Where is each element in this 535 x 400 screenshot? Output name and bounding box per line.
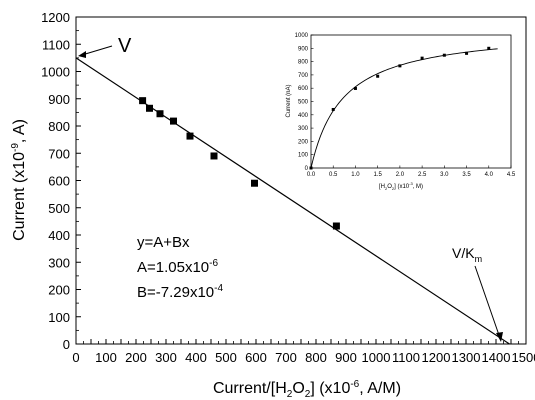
inset-y-tick-label: 300 — [298, 126, 309, 132]
inset-data-point — [487, 46, 491, 50]
main-y-tick-label: 700 — [48, 146, 70, 161]
main-y-tick-label: 1000 — [41, 65, 70, 80]
vkm-arrow-head — [496, 332, 503, 342]
inset-x-axis-label: [H2O2] (x10-3, M) — [379, 181, 423, 191]
inset-x-tick-label: 1.5 — [373, 172, 382, 178]
inset-y-tick-label: 400 — [298, 113, 309, 119]
main-y-tick-label: 600 — [48, 174, 70, 189]
inset-fit-curve — [310, 48, 498, 169]
main-data-point — [332, 222, 340, 230]
main-x-tick-label: 300 — [155, 350, 177, 365]
main-x-tick-label: 800 — [305, 350, 327, 365]
main-y-ticks: 0 100 200 300 400 500 600 700 800 900 1000 1100 1200 — [41, 10, 81, 352]
main-data-points — [139, 97, 340, 230]
inset-y-axis-label: Current (nA) — [286, 84, 292, 117]
main-data-point — [210, 152, 218, 160]
v-annotation: V — [118, 35, 132, 57]
inset-y-tick-label: 500 — [298, 100, 309, 106]
inset-data-point — [331, 107, 335, 111]
main-x-tick-label: 200 — [125, 350, 147, 365]
inset-x-tick-label: 1.0 — [351, 172, 360, 178]
inset-data-point — [442, 53, 446, 57]
inset-data-point — [353, 86, 357, 90]
main-x-axis-label: Current/[H2O2] (x10-6, A/M) — [213, 379, 401, 400]
main-y-tick-label: 800 — [48, 119, 70, 134]
main-data-point — [186, 132, 194, 140]
inset-x-tick-label: 3.5 — [462, 172, 471, 178]
main-x-tick-label: 1200 — [422, 350, 451, 365]
vkm-annotation: V/Km — [452, 245, 482, 264]
inset-data-points — [309, 46, 491, 170]
inset-y-tick-label: 200 — [298, 139, 309, 145]
main-y-tick-label: 900 — [48, 92, 70, 107]
main-y-tick-label: 400 — [48, 228, 70, 243]
main-x-tick-label: 500 — [215, 350, 237, 365]
main-y-tick-label: 500 — [48, 201, 70, 216]
inset-x-tick-label: 0.5 — [329, 172, 338, 178]
inset-data-point — [376, 74, 380, 78]
equation-form: y=A+Bx — [137, 234, 190, 251]
main-x-tick-label: 0 — [72, 350, 79, 365]
inset-x-tick-label: 0.0 — [307, 172, 316, 178]
main-x-tick-label: 1000 — [362, 350, 391, 365]
v-arrow-line — [81, 45, 113, 56]
main-y-tick-label: 1200 — [41, 10, 70, 25]
main-x-tick-label: 400 — [185, 350, 207, 365]
main-data-point — [139, 97, 147, 105]
inset-x-tick-label: 3.0 — [440, 172, 449, 178]
equation-b: B=-7.29x10-4 — [137, 283, 223, 301]
main-data-point — [156, 110, 164, 118]
main-data-point — [170, 117, 177, 125]
main-x-tick-label: 100 — [95, 350, 117, 365]
inset-data-point — [398, 64, 402, 68]
main-x-tick-label: 1300 — [452, 350, 481, 365]
main-x-tick-label: 900 — [335, 350, 357, 365]
main-data-point — [251, 179, 258, 187]
inset-data-point — [309, 166, 313, 170]
inset-plot-frame — [310, 34, 512, 169]
main-x-ticks: 0 100 200 300 400 500 600 700 800 900 1000 1100 1200… — [72, 339, 535, 365]
equation-a: A=1.05x10-6 — [137, 258, 218, 276]
inset-x-ticks: 0.0 0.5 1.0 1.5 2.0 2.5 3.0 3.5 4.0 4.5 — [307, 165, 516, 178]
inset-y-tick-label: 600 — [298, 86, 309, 92]
main-x-tick-label: 1400 — [482, 350, 511, 365]
main-x-tick-label: 700 — [275, 350, 297, 365]
inset-x-tick-label: 2.0 — [396, 172, 405, 178]
main-y-tick-label: 1100 — [42, 37, 70, 52]
v-arrow-head — [78, 51, 86, 58]
inset-y-tick-label: 1000 — [295, 33, 309, 39]
main-y-axis-label: Current (x10-9, A) — [10, 119, 28, 241]
inset-y-tick-label: 800 — [298, 60, 309, 66]
main-y-tick-label: 0 — [63, 337, 70, 352]
main-x-tick-label: 600 — [245, 350, 267, 365]
inset-x-tick-label: 4.5 — [507, 172, 516, 178]
main-x-tick-label: 1100 — [392, 350, 420, 365]
main-y-tick-label: 300 — [48, 255, 70, 270]
main-y-tick-label: 100 — [48, 310, 70, 325]
vkm-arrow-line — [474, 265, 501, 339]
inset-y-ticks: 0 100 200 300 400 500 600 700 800 900 1000 — [295, 33, 314, 172]
inset-y-tick-label: 900 — [298, 46, 309, 52]
inset-y-tick-label: 0 — [305, 166, 309, 172]
main-data-point — [146, 104, 153, 112]
inset-x-tick-label: 2.5 — [418, 172, 427, 178]
inset-data-point — [465, 51, 469, 55]
main-y-tick-label: 200 — [48, 283, 70, 298]
inset-y-tick-label: 700 — [298, 73, 309, 79]
inset-data-point — [420, 56, 424, 60]
inset-x-tick-label: 4.0 — [485, 172, 494, 178]
inset-y-tick-label: 100 — [298, 153, 309, 159]
